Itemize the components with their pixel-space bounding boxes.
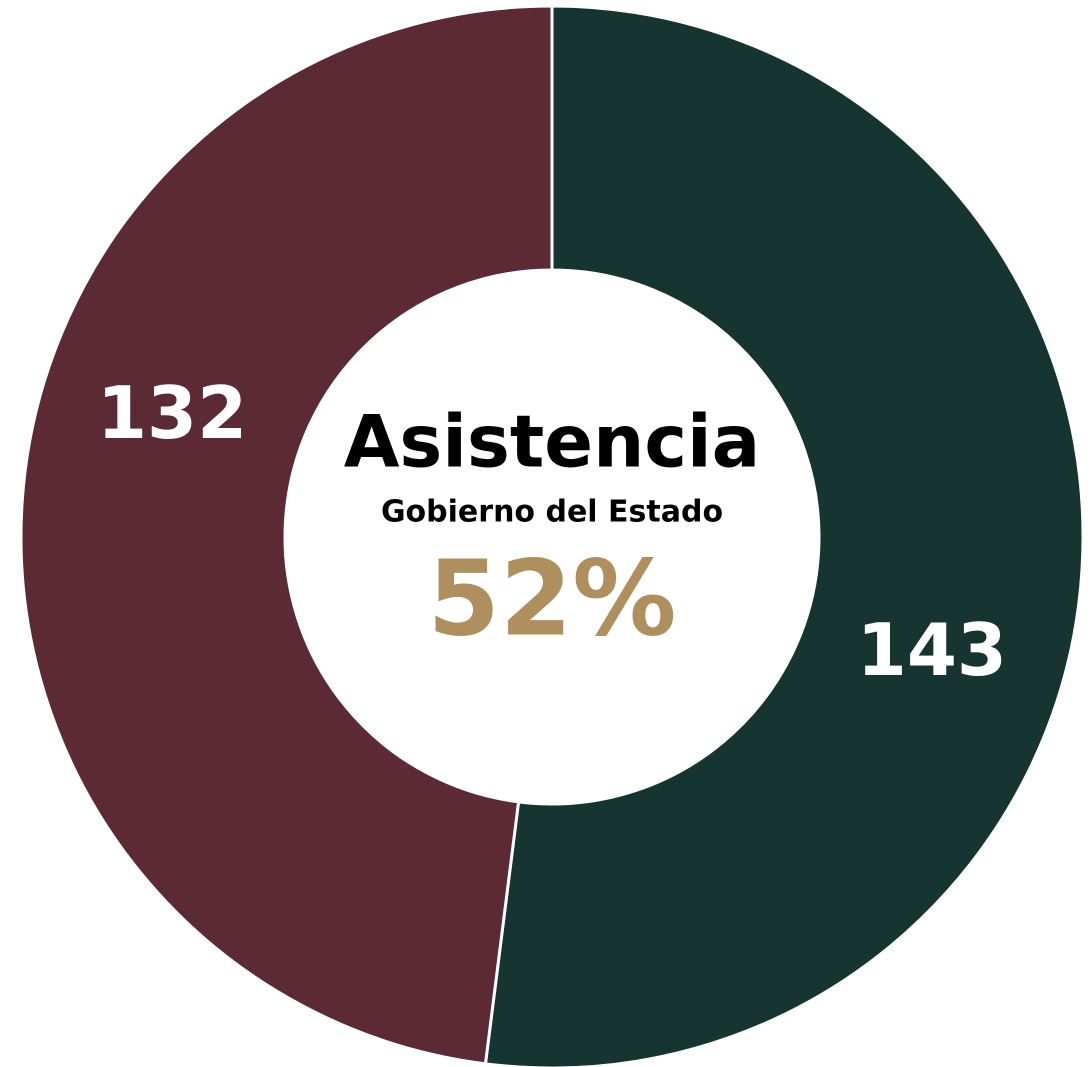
donut-segment (19, 4, 554, 1066)
center-value: 52% (428, 537, 677, 659)
data-label: 132 (97, 371, 247, 455)
data-label: 143 (857, 608, 1007, 692)
center-title: Asistencia (344, 400, 761, 484)
center-subtitle: Gobierno del Estado (381, 495, 723, 530)
donut-segment (483, 4, 1085, 1067)
